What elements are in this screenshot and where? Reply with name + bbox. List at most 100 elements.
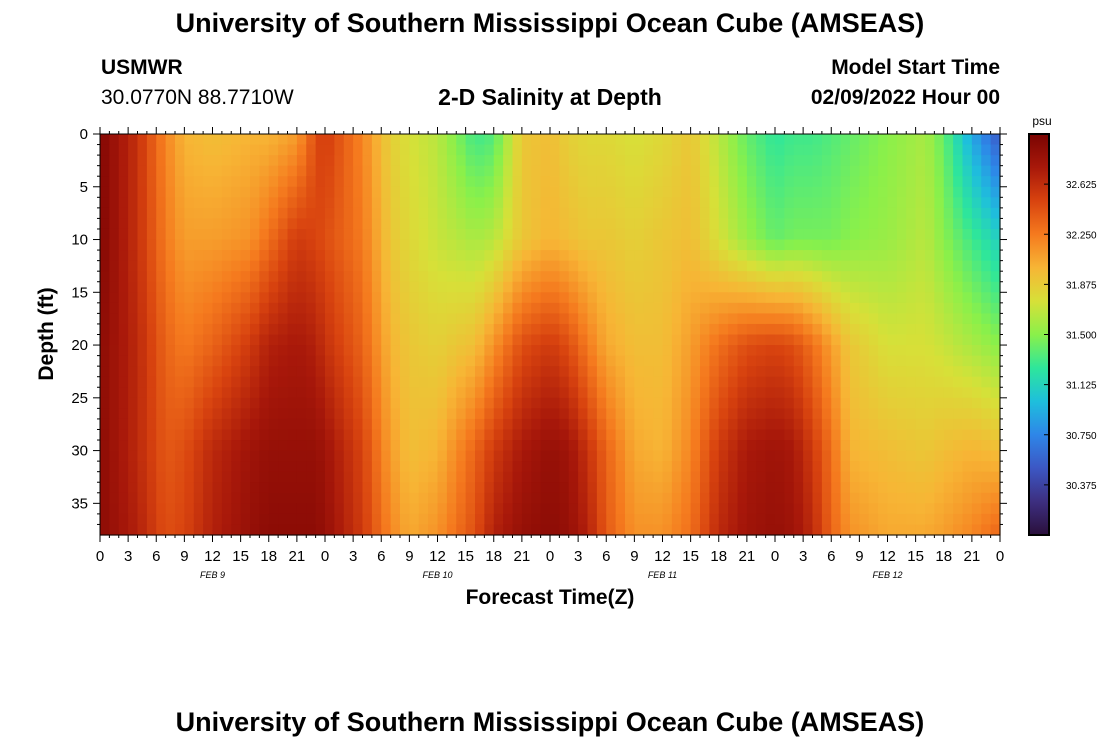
heatmap-cell <box>109 176 120 188</box>
heatmap-cell <box>840 429 851 441</box>
heatmap-cell <box>606 165 617 177</box>
heatmap-cell <box>325 271 335 283</box>
heatmap-cell <box>278 144 289 156</box>
heatmap-cell <box>709 313 720 325</box>
heatmap-cell <box>990 440 1001 452</box>
heatmap-cell <box>943 461 954 473</box>
heatmap-cell <box>887 503 898 515</box>
heatmap-cell <box>137 323 148 336</box>
heatmap-cell <box>990 186 1001 198</box>
heatmap-cell <box>728 155 739 167</box>
heatmap-cell <box>953 207 964 220</box>
heatmap-cell <box>409 281 420 293</box>
heatmap-cell <box>690 155 701 167</box>
heatmap-cell <box>775 461 785 473</box>
heatmap-cell <box>775 250 785 262</box>
heatmap-cell <box>184 355 195 367</box>
heatmap-cell <box>587 513 598 526</box>
heatmap-cell <box>456 176 467 188</box>
heatmap-cell <box>568 250 579 262</box>
heatmap-cell <box>831 471 842 483</box>
heatmap-cell <box>859 366 870 378</box>
heatmap-cell <box>400 197 410 209</box>
heatmap-cell <box>643 471 654 483</box>
heatmap-cell <box>990 165 1001 177</box>
heatmap-cell <box>850 186 860 198</box>
heatmap-cell <box>690 271 701 283</box>
heatmap-cell <box>287 366 298 378</box>
heatmap-cell <box>493 503 504 515</box>
heatmap-cell <box>971 345 982 357</box>
heatmap-cell <box>175 334 185 346</box>
heatmap-cell <box>784 376 795 388</box>
heatmap-cell <box>184 492 195 504</box>
heatmap-cell <box>503 302 514 314</box>
heatmap-cell <box>493 134 504 146</box>
heatmap-cell <box>465 492 476 504</box>
heatmap-cell <box>475 260 485 272</box>
heatmap-cell <box>456 345 467 357</box>
heatmap-cell <box>212 366 223 378</box>
heatmap-cell <box>240 492 251 504</box>
heatmap-cell <box>559 471 570 483</box>
heatmap-cell <box>746 345 757 357</box>
x-tick-label: 21 <box>964 548 981 565</box>
heatmap-cell <box>353 292 364 304</box>
heatmap-cell <box>175 450 185 462</box>
heatmap-cell <box>709 239 720 251</box>
heatmap-cell <box>343 397 354 409</box>
heatmap-cell <box>512 218 523 230</box>
heatmap-cell <box>287 387 298 399</box>
heatmap-cell <box>662 355 673 367</box>
heatmap-cell <box>278 513 289 526</box>
heatmap-cell <box>690 355 701 367</box>
heatmap-cell <box>165 176 176 188</box>
heatmap-cell <box>718 524 729 536</box>
heatmap-cell <box>184 239 195 251</box>
heatmap-cell <box>390 492 401 504</box>
heatmap-cell <box>259 376 270 388</box>
heatmap-cell <box>859 228 870 241</box>
heatmap-cell <box>568 492 579 504</box>
heatmap-cell <box>821 239 832 251</box>
heatmap-cell <box>109 355 120 367</box>
heatmap-cell <box>203 492 214 504</box>
heatmap-cell <box>100 345 110 357</box>
heatmap-cell <box>531 271 542 283</box>
heatmap-cell <box>390 239 401 251</box>
heatmap-cell <box>287 440 298 452</box>
heatmap-cell <box>540 482 551 494</box>
heatmap-cell <box>475 366 485 378</box>
heatmap-cell <box>812 207 823 220</box>
heatmap-cell <box>718 260 729 272</box>
heatmap-cell <box>296 186 307 198</box>
heatmap-cell <box>803 144 814 156</box>
heatmap-cell <box>503 450 514 462</box>
heatmap-cell <box>962 207 973 220</box>
heatmap-cell <box>475 450 485 462</box>
heatmap-cell <box>521 271 532 283</box>
heatmap-cell <box>268 429 279 441</box>
heatmap-cell <box>259 440 270 452</box>
heatmap-cell <box>690 429 701 441</box>
heatmap-cell <box>446 513 457 526</box>
heatmap-cell <box>493 144 504 156</box>
heatmap-cell <box>362 165 373 177</box>
heatmap-cell <box>203 461 214 473</box>
heatmap-cell <box>287 134 298 146</box>
heatmap-cell <box>512 292 523 304</box>
heatmap-cell <box>128 471 139 483</box>
heatmap-cell <box>521 292 532 304</box>
heatmap-cell <box>475 492 485 504</box>
heatmap-cell <box>793 345 804 357</box>
heatmap-cell <box>671 155 682 167</box>
heatmap-cell <box>587 313 598 325</box>
heatmap-cell <box>456 207 467 220</box>
heatmap-cell <box>475 376 485 388</box>
heatmap-cell <box>971 418 982 431</box>
heatmap-cell <box>990 323 1001 336</box>
heatmap-cell <box>896 260 907 272</box>
heatmap-cell <box>362 492 373 504</box>
heatmap-cell <box>437 461 448 473</box>
heatmap-cell <box>259 144 270 156</box>
